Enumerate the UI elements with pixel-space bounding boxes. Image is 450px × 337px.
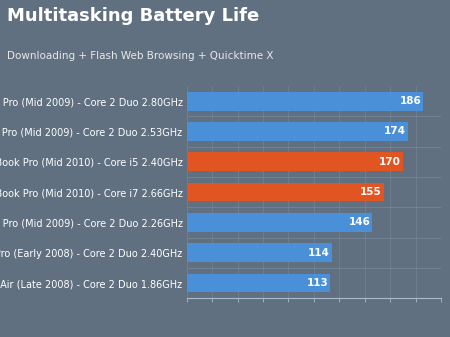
Text: 155: 155 — [360, 187, 382, 197]
Text: Multitasking Battery Life: Multitasking Battery Life — [7, 7, 259, 25]
Text: 170: 170 — [379, 157, 401, 167]
Bar — [187, 274, 330, 293]
Bar — [187, 152, 403, 171]
Text: 114: 114 — [308, 248, 330, 258]
Bar — [187, 183, 384, 202]
Text: 113: 113 — [307, 278, 328, 288]
Bar — [187, 92, 423, 111]
Bar — [187, 122, 408, 141]
Bar — [187, 243, 332, 262]
Bar — [187, 213, 372, 232]
Text: 146: 146 — [349, 217, 370, 227]
Text: 186: 186 — [400, 96, 421, 106]
Text: Downloading + Flash Web Browsing + Quicktime X: Downloading + Flash Web Browsing + Quick… — [7, 51, 273, 61]
Text: 174: 174 — [384, 126, 406, 136]
